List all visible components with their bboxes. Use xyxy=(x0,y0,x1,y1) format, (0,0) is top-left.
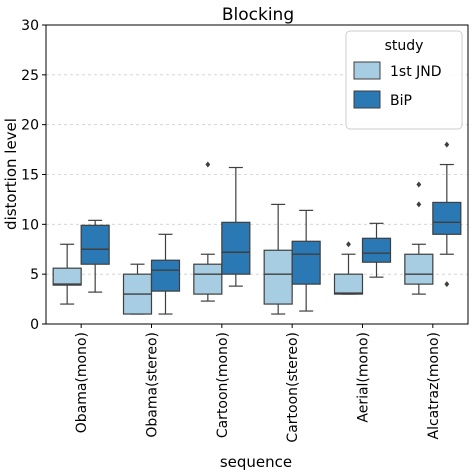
legend-swatch xyxy=(353,90,381,109)
x-tick-label: Cartoon(mono) xyxy=(215,332,231,438)
plot-marks xyxy=(52,141,462,315)
box-body xyxy=(404,253,434,285)
box-body xyxy=(333,273,364,295)
box-1st-jnd xyxy=(404,181,434,295)
box-body xyxy=(80,224,110,265)
box-1st-jnd xyxy=(52,243,82,305)
outlier-point xyxy=(416,201,422,208)
y-axis: 0 5 10 15 20 25 30 xyxy=(21,18,46,333)
x-tick-label: Cartoon(stereo) xyxy=(285,332,301,443)
x-tick-label: Obama(mono) xyxy=(74,332,90,433)
outlier-point xyxy=(205,161,211,168)
x-tick-label: Obama(stereo) xyxy=(145,332,161,438)
legend-title: study xyxy=(385,38,424,54)
box-body xyxy=(52,267,82,286)
box-1st-jnd xyxy=(333,241,364,295)
outlier-point xyxy=(444,281,450,288)
outlier-point xyxy=(416,181,422,188)
box-body xyxy=(150,259,181,292)
legend-label: BiP xyxy=(390,93,412,109)
chart-title: Blocking xyxy=(222,5,294,25)
box-1st-jnd xyxy=(263,203,293,315)
y-tick-label: 5 xyxy=(30,267,39,283)
y-tick-label: 25 xyxy=(21,68,39,84)
y-axis-label: distortion level xyxy=(2,118,20,230)
y-tick-label: 10 xyxy=(21,217,39,233)
gridlines xyxy=(46,74,468,275)
box-body xyxy=(193,263,223,295)
box-body xyxy=(432,201,462,235)
box-body xyxy=(221,221,251,275)
legend: study 1st JND BiP xyxy=(345,30,463,130)
box-body xyxy=(263,249,293,305)
box-1st-jnd xyxy=(122,263,153,315)
y-tick-label: 15 xyxy=(21,168,39,184)
x-axis-label: sequence xyxy=(220,453,292,471)
x-tick-label: Aerial(mono) xyxy=(356,332,372,423)
box-bip xyxy=(80,219,110,293)
legend-label: 1st JND xyxy=(390,64,442,80)
y-tick-label: 0 xyxy=(30,317,39,333)
y-tick-label: 30 xyxy=(21,18,39,34)
outlier-point xyxy=(444,141,450,148)
box-bip xyxy=(432,141,462,288)
box-1st-jnd xyxy=(193,161,223,302)
legend-swatch xyxy=(353,61,381,80)
outlier-point xyxy=(346,241,351,248)
x-tick-label: Alcatraz(mono) xyxy=(426,332,442,439)
box-bip xyxy=(150,233,181,315)
box-body xyxy=(291,240,321,285)
x-axis: Obama(mono) Obama(stereo) Cartoon(mono) Car… xyxy=(74,324,442,443)
box-body xyxy=(361,237,392,263)
box-bip xyxy=(221,166,251,287)
box-bip xyxy=(291,209,321,312)
y-tick-label: 20 xyxy=(21,118,39,134)
box-bip xyxy=(361,222,392,278)
